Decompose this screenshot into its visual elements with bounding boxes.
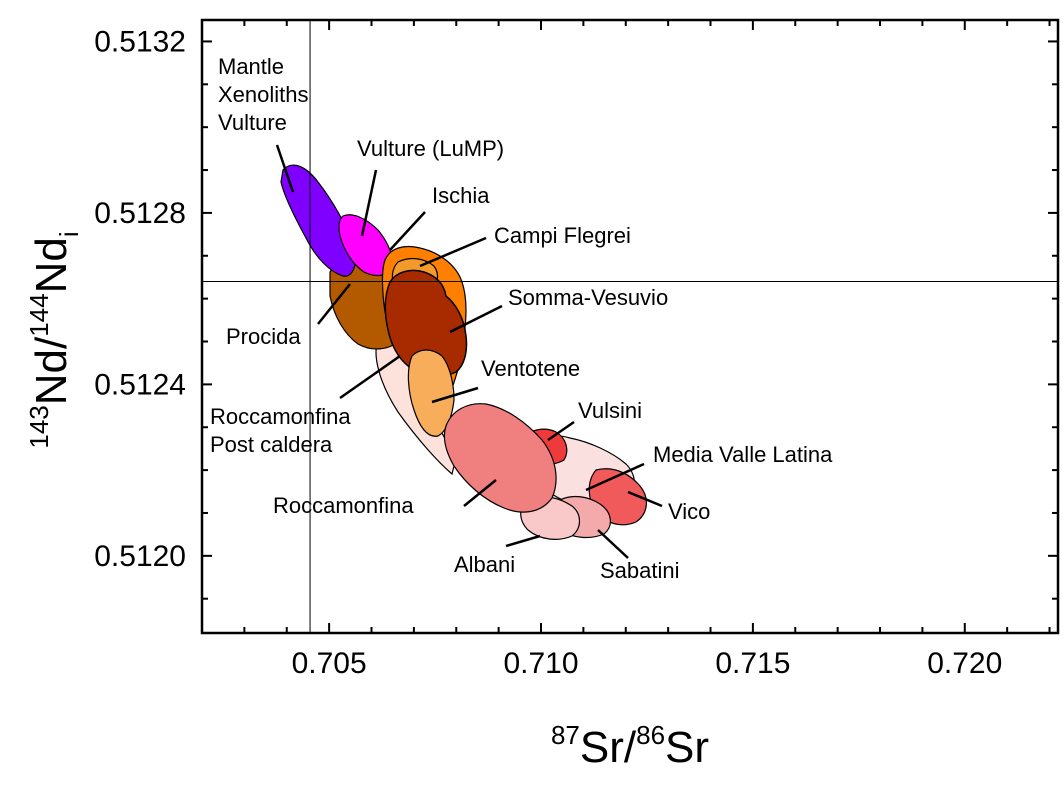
y-tick-label: 0.5120 [94,540,186,573]
y-tick-label: 0.5124 [94,368,186,401]
field-mantle-xenoliths [280,164,357,277]
x-tick-label: 0.705 [292,647,367,680]
field-label-line: Albani [454,552,515,577]
field-labels: Mantle Xenoliths Vulture Vulture (LuMP) Isch… [210,54,833,583]
field-label-line: Somma-Vesuvio [508,285,668,310]
field-vulture-lump [338,214,393,277]
field-label: Media Valle Latina [653,442,833,467]
field-label-line: Post caldera [210,432,333,457]
field-label-line: Media Valle Latina [653,442,833,467]
x-axis-title: 87Sr/86Sr [551,720,709,772]
field-label-line: Vulture [218,110,287,135]
leader-line [597,529,629,559]
x-axis-title-sup2: 86 [636,720,665,750]
field-label-line: Ischia [432,183,490,208]
y-tick-label: 0.5132 [94,25,186,58]
field-label-line: Campi Flegrei [494,223,631,248]
field-label: Roccamonfina [273,493,414,518]
leader-line [419,236,487,268]
field-label: Vulsini [578,398,642,423]
field-label: Mantle Xenoliths Vulture [218,54,309,135]
leader-line [585,462,645,492]
x-axis-title-base1: Sr/ [580,723,637,772]
leader-line [317,283,351,325]
y-tick-label: 0.5128 [94,197,186,230]
field-label: Vico [668,499,710,524]
leader-line [339,354,401,400]
leader-line [505,534,541,548]
field-roccamonfina [443,403,557,513]
x-axis-title-base2: Sr [665,723,709,772]
field-label: Ventotene [481,356,580,381]
field-label-line: Roccamonfina [210,404,351,429]
x-tick-label: 0.720 [927,647,1002,680]
y-axis-title-base2: Nd [27,237,76,293]
leader-lines [275,144,663,559]
field-label-line: Sabatini [600,558,680,583]
field-label-line: Ventotene [481,356,580,381]
field-label: Procida [226,324,301,349]
field-label: Sabatini [600,558,680,583]
field-label: Somma-Vesuvio [508,285,668,310]
leader-line [431,386,479,404]
field-label-line: Xenoliths [218,82,309,107]
leader-line [360,169,378,237]
y-axis-title-base1: Nd/ [27,336,76,405]
leader-line [463,479,497,507]
plot-frame [200,18,1060,635]
axes: 0.705 0.710 0.715 0.720 0.5120 0.5124 0.5128 0.… [94,18,1060,680]
field-label-line: Mantle [218,54,284,79]
leader-line [389,211,426,251]
leader-line [449,304,503,334]
field-label-line: Procida [226,324,301,349]
field-label-line: Vico [668,499,710,524]
x-axis-title-sup1: 87 [551,720,580,750]
y-axis-title-sub: i [54,231,84,237]
leader-line [547,420,575,442]
field-label: Albani [454,552,515,577]
field-somma-vesuvio [384,269,468,377]
y-axis-title: 143Nd/144Ndi [24,231,84,448]
field-label-line: Vulture (LuMP) [357,136,504,161]
fields-layer [280,164,647,540]
field-label: Vulture (LuMP) [357,136,504,161]
leader-line [627,490,663,508]
x-tick-label: 0.715 [715,647,790,680]
field-label-line: Roccamonfina [273,493,414,518]
x-tick-label: 0.710 [503,647,578,680]
y-axis-title-sup1: 143 [24,405,54,448]
field-label: Roccamonfina Post caldera [210,404,351,457]
y-axis-title-sup2: 144 [24,293,54,336]
field-label: Campi Flegrei [494,223,631,248]
field-label-line: Vulsini [578,398,642,423]
leader-line [275,144,295,193]
field-label: Ischia [432,183,490,208]
